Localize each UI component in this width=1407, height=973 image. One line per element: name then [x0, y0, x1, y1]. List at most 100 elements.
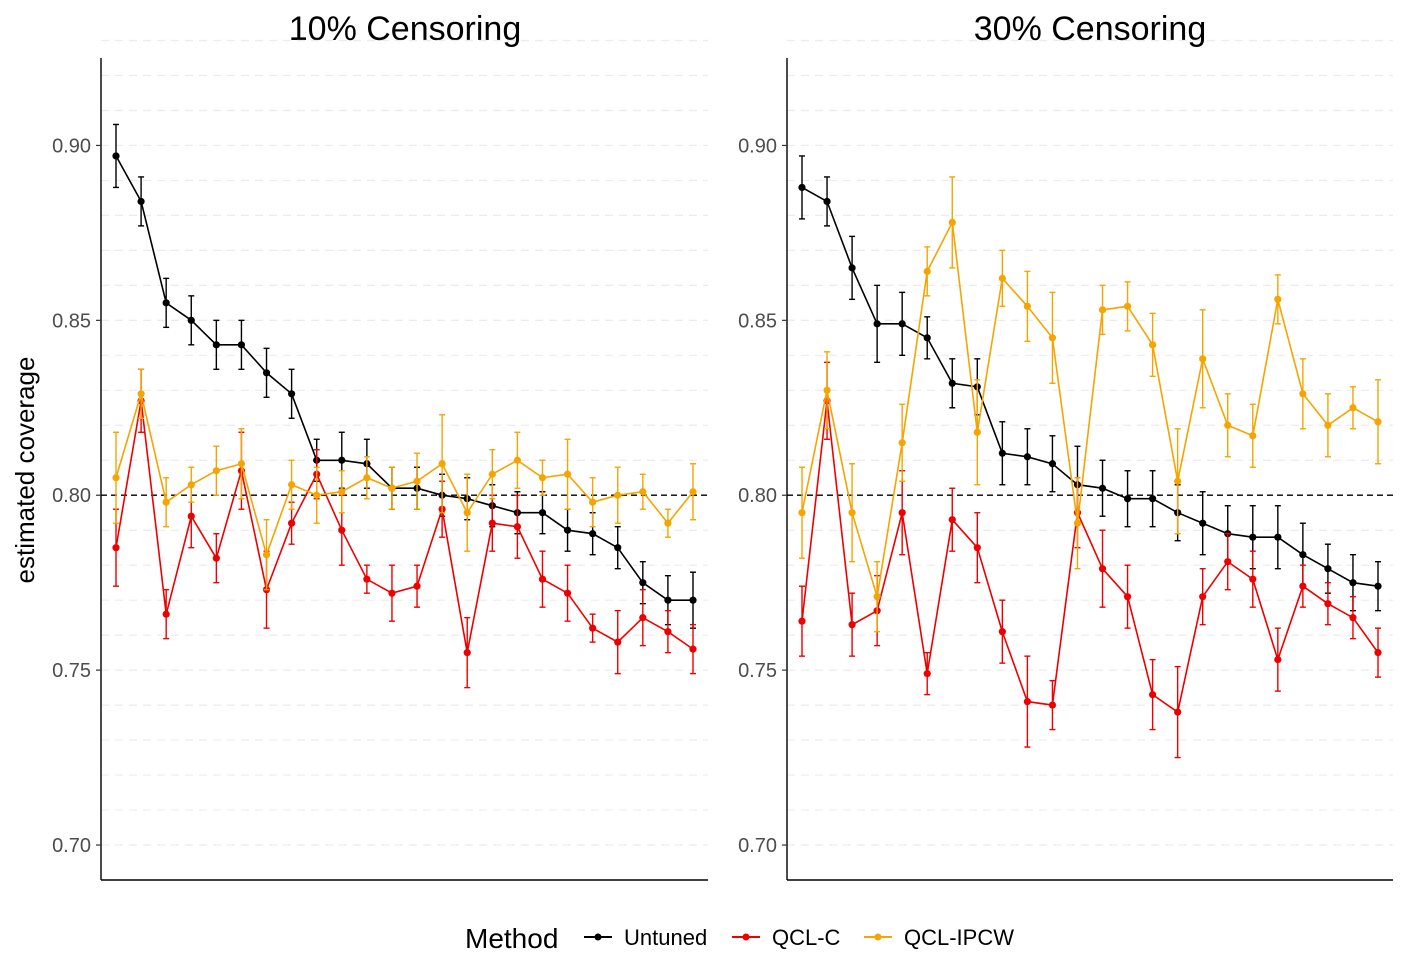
data-point	[848, 509, 856, 517]
data-point	[1299, 582, 1307, 590]
data-point	[237, 341, 246, 349]
data-point	[1224, 558, 1232, 566]
data-point	[212, 554, 220, 562]
data-point	[1274, 533, 1282, 541]
data-point	[639, 488, 647, 496]
data-point	[413, 477, 421, 485]
data-point	[338, 526, 346, 534]
data-point	[338, 488, 346, 496]
data-point	[798, 183, 806, 192]
data-point	[1174, 477, 1182, 485]
series-line-qcl-c	[115, 400, 694, 653]
data-point	[998, 628, 1006, 636]
data-point	[1149, 691, 1157, 699]
data-point	[1023, 453, 1031, 461]
data-point	[1324, 600, 1332, 608]
data-point	[413, 582, 421, 590]
data-point	[1098, 306, 1107, 314]
data-point	[923, 334, 931, 342]
data-point	[948, 379, 956, 387]
data-point	[463, 649, 471, 657]
data-point	[1048, 701, 1057, 709]
data-point	[212, 467, 220, 475]
series-line-untuned	[801, 186, 1379, 587]
data-point	[898, 320, 906, 328]
data-point	[538, 509, 547, 517]
data-point	[1349, 614, 1357, 622]
y-tick-label: 0.90	[52, 135, 91, 157]
legend-title: Method	[465, 923, 558, 954]
data-point	[463, 509, 471, 517]
data-point	[162, 498, 170, 506]
data-point	[1324, 565, 1332, 573]
data-point	[363, 575, 371, 583]
series-line-qcl-ipcw	[115, 390, 694, 558]
data-point	[1149, 341, 1157, 349]
data-point	[923, 670, 931, 678]
y-tick-label: 0.90	[738, 135, 777, 157]
panel-1-gridlines	[787, 39, 1393, 846]
data-point	[288, 519, 296, 527]
panel-0-series	[112, 123, 697, 689]
data-point	[1123, 593, 1132, 601]
data-point	[689, 596, 697, 604]
data-point	[589, 624, 597, 632]
data-point	[998, 449, 1006, 457]
data-point	[112, 474, 120, 482]
data-point	[187, 481, 195, 489]
legend-label-qcl-c: QCL-C	[772, 925, 841, 950]
data-point	[338, 456, 346, 464]
legend: Method Untuned QCL-C QCL-IPCW	[465, 923, 1014, 954]
data-point	[1299, 551, 1307, 559]
data-point	[488, 519, 496, 527]
y-tick-label: 0.75	[52, 660, 91, 682]
series-qcl-c	[798, 361, 1382, 759]
data-point	[823, 197, 831, 206]
y-tick-label: 0.70	[52, 835, 91, 857]
data-point	[1299, 390, 1307, 398]
panel-0-axes	[100, 58, 708, 881]
data-point	[664, 596, 672, 604]
data-point	[614, 491, 622, 499]
data-point	[1073, 519, 1082, 527]
data-point	[873, 593, 881, 601]
data-point	[1249, 533, 1257, 541]
data-point	[388, 484, 396, 492]
data-point	[112, 544, 120, 552]
data-point	[1349, 579, 1357, 587]
panel-30pct-censoring: 30% Censoring 0.70 0.75 0.80 0.85 0.90	[738, 10, 1393, 881]
data-point	[563, 526, 572, 534]
data-point	[798, 617, 806, 625]
y-tick-label: 0.80	[52, 485, 91, 507]
y-axis-title: estimated coverage	[10, 357, 40, 584]
legend-entry-qcl-c: QCL-C	[732, 925, 841, 950]
y-tick-label: 0.75	[738, 660, 777, 682]
series-qcl-ipcw	[798, 176, 1382, 633]
series-line-untuned	[115, 155, 693, 602]
data-point	[513, 523, 521, 531]
y-tick-label: 0.85	[738, 310, 777, 332]
data-point	[162, 610, 170, 618]
panel-1-series	[798, 155, 1382, 759]
panel-0-gridlines	[101, 39, 708, 846]
data-point	[948, 516, 956, 524]
legend-key-qcl-c-point	[742, 933, 750, 941]
data-point	[237, 460, 246, 468]
data-point	[589, 498, 597, 506]
panel-0-y-ticks: 0.70 0.75 0.80 0.85 0.90	[52, 135, 101, 857]
data-point	[1274, 656, 1282, 664]
data-point	[1249, 432, 1257, 440]
data-point	[898, 509, 906, 517]
data-point	[1199, 355, 1207, 363]
data-point	[162, 299, 170, 307]
panel-10pct-censoring: 10% Censoring 0.70 0.75 0.80 0.85 0.90	[52, 10, 708, 881]
data-point	[288, 390, 296, 398]
data-point	[798, 509, 806, 517]
y-tick-label: 0.80	[738, 485, 777, 507]
data-point	[513, 456, 521, 464]
data-point	[1174, 708, 1182, 716]
data-point	[973, 544, 981, 552]
data-point	[363, 474, 371, 482]
data-point	[438, 460, 446, 468]
